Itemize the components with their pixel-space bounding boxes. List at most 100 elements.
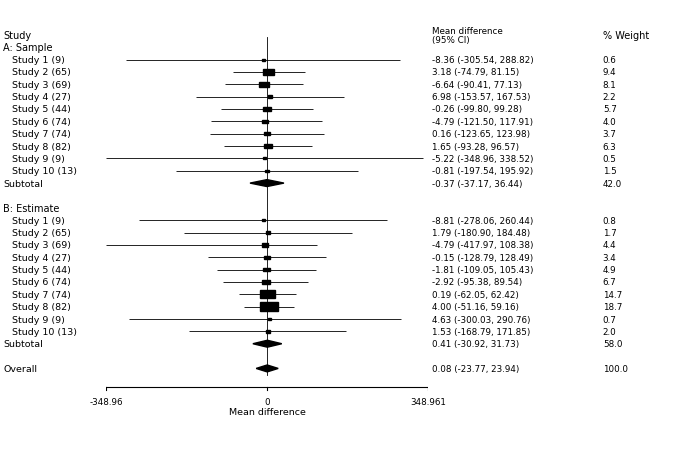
Text: Study 5 (44): Study 5 (44) [12, 105, 71, 114]
Text: 4.0: 4.0 [603, 117, 616, 126]
Text: 0.6: 0.6 [603, 56, 616, 65]
Bar [264, 108, 271, 112]
Text: Study 5 (44): Study 5 (44) [12, 266, 71, 274]
Bar [264, 133, 270, 136]
Text: -1.81 (-109.05, 105.43): -1.81 (-109.05, 105.43) [432, 266, 533, 274]
Text: Study 7 (74): Study 7 (74) [12, 290, 71, 299]
Text: -4.79 (-121.50, 117.91): -4.79 (-121.50, 117.91) [432, 117, 533, 126]
Text: 8.1: 8.1 [603, 81, 616, 90]
Text: -0.37 (-37.17, 36.44): -0.37 (-37.17, 36.44) [432, 179, 522, 188]
Text: 2.2: 2.2 [603, 93, 616, 102]
Text: (95% CI): (95% CI) [432, 36, 469, 45]
Text: 14.7: 14.7 [603, 290, 622, 299]
Text: 0.08 (-23.77, 23.94): 0.08 (-23.77, 23.94) [432, 364, 519, 373]
Text: 0.8: 0.8 [603, 216, 616, 225]
Text: Study 9 (9): Study 9 (9) [12, 155, 65, 163]
Text: -6.64 (-90.41, 77.13): -6.64 (-90.41, 77.13) [432, 81, 522, 90]
Bar [263, 268, 270, 272]
Text: 6.3: 6.3 [603, 142, 616, 151]
Text: 58.0: 58.0 [603, 339, 622, 349]
Text: 6.98 (-153.57, 167.53): 6.98 (-153.57, 167.53) [432, 93, 530, 102]
Text: B: Estimate: B: Estimate [3, 203, 60, 213]
Text: Study 7 (74): Study 7 (74) [12, 130, 71, 139]
Bar [266, 232, 270, 234]
Text: 4.4: 4.4 [603, 241, 616, 250]
Bar [264, 70, 274, 76]
Bar [262, 220, 264, 222]
Text: 0.5: 0.5 [603, 155, 616, 163]
Text: 6.7: 6.7 [603, 278, 616, 287]
Text: Study 2 (65): Study 2 (65) [12, 68, 71, 77]
Polygon shape [253, 340, 282, 348]
Text: 4.00 (-51.16, 59.16): 4.00 (-51.16, 59.16) [432, 303, 519, 312]
Text: -0.26 (-99.80, 99.28): -0.26 (-99.80, 99.28) [432, 105, 522, 114]
Bar [264, 256, 270, 259]
Text: 42.0: 42.0 [603, 179, 622, 188]
Bar [268, 318, 271, 320]
Text: 9.4: 9.4 [603, 68, 616, 77]
Text: Mean difference: Mean difference [229, 407, 306, 416]
Text: 1.65 (-93.28, 96.57): 1.65 (-93.28, 96.57) [432, 142, 519, 151]
Text: -5.22 (-348.96, 338.52): -5.22 (-348.96, 338.52) [432, 155, 533, 163]
Text: 0.7: 0.7 [603, 315, 616, 324]
Text: 4.9: 4.9 [603, 266, 616, 274]
Bar [269, 96, 273, 99]
Bar [262, 60, 264, 61]
Text: Study: Study [3, 31, 32, 41]
Text: 18.7: 18.7 [603, 303, 622, 312]
Text: Study 1 (9): Study 1 (9) [12, 56, 65, 65]
Polygon shape [250, 180, 284, 187]
Bar [260, 302, 278, 312]
Text: -0.81 (-197.54, 195.92): -0.81 (-197.54, 195.92) [432, 167, 533, 176]
Text: 0.41 (-30.92, 31.73): 0.41 (-30.92, 31.73) [432, 339, 519, 349]
Bar [262, 120, 268, 124]
Text: % Weight: % Weight [603, 31, 649, 41]
Text: Study 3 (69): Study 3 (69) [12, 241, 71, 250]
Text: 3.7: 3.7 [603, 130, 616, 139]
Text: Study 1 (9): Study 1 (9) [12, 216, 65, 225]
Text: Study 9 (9): Study 9 (9) [12, 315, 65, 324]
Text: Study 6 (74): Study 6 (74) [12, 278, 71, 287]
Text: Study 8 (82): Study 8 (82) [12, 142, 71, 151]
Text: 0.16 (-123.65, 123.98): 0.16 (-123.65, 123.98) [432, 130, 530, 139]
Text: 1.5: 1.5 [603, 167, 616, 176]
Text: -8.36 (-305.54, 288.82): -8.36 (-305.54, 288.82) [432, 56, 534, 65]
Text: Study 10 (13): Study 10 (13) [12, 327, 77, 336]
Text: 348.961: 348.961 [410, 397, 446, 406]
Text: Study 10 (13): Study 10 (13) [12, 167, 77, 176]
Text: Overall: Overall [3, 364, 38, 373]
Text: -0.15 (-128.79, 128.49): -0.15 (-128.79, 128.49) [432, 253, 533, 262]
Text: Subtotal: Subtotal [3, 179, 43, 188]
Polygon shape [256, 365, 278, 372]
Bar [260, 82, 269, 87]
Bar [262, 280, 270, 284]
Bar [266, 330, 270, 333]
Text: Study 6 (74): Study 6 (74) [12, 117, 71, 126]
Text: -348.96: -348.96 [90, 397, 123, 406]
Text: Study 4 (27): Study 4 (27) [12, 93, 71, 102]
Text: 0: 0 [264, 397, 270, 406]
Text: 3.18 (-74.79, 81.15): 3.18 (-74.79, 81.15) [432, 68, 519, 77]
Bar [264, 145, 272, 149]
Text: 100.0: 100.0 [603, 364, 627, 373]
Text: 1.7: 1.7 [603, 228, 616, 238]
Text: 5.7: 5.7 [603, 105, 616, 114]
Text: Study 3 (69): Study 3 (69) [12, 81, 71, 90]
Text: Study 8 (82): Study 8 (82) [12, 303, 71, 312]
Text: 3.4: 3.4 [603, 253, 616, 262]
Text: Study 2 (65): Study 2 (65) [12, 228, 71, 238]
Text: Subtotal: Subtotal [3, 339, 43, 349]
Text: 4.63 (-300.03, 290.76): 4.63 (-300.03, 290.76) [432, 315, 530, 324]
Text: -4.79 (-417.97, 108.38): -4.79 (-417.97, 108.38) [432, 241, 533, 250]
Text: 1.53 (-168.79, 171.85): 1.53 (-168.79, 171.85) [432, 327, 530, 336]
Bar [263, 158, 266, 160]
Bar [265, 170, 269, 172]
Bar [260, 291, 275, 298]
Text: -8.81 (-278.06, 260.44): -8.81 (-278.06, 260.44) [432, 216, 533, 225]
Text: 2.0: 2.0 [603, 327, 616, 336]
Text: -2.92 (-95.38, 89.54): -2.92 (-95.38, 89.54) [432, 278, 522, 287]
Text: Study 4 (27): Study 4 (27) [12, 253, 71, 262]
Bar [262, 243, 268, 247]
Text: 1.79 (-180.90, 184.48): 1.79 (-180.90, 184.48) [432, 228, 530, 238]
Text: A: Sample: A: Sample [3, 43, 53, 53]
